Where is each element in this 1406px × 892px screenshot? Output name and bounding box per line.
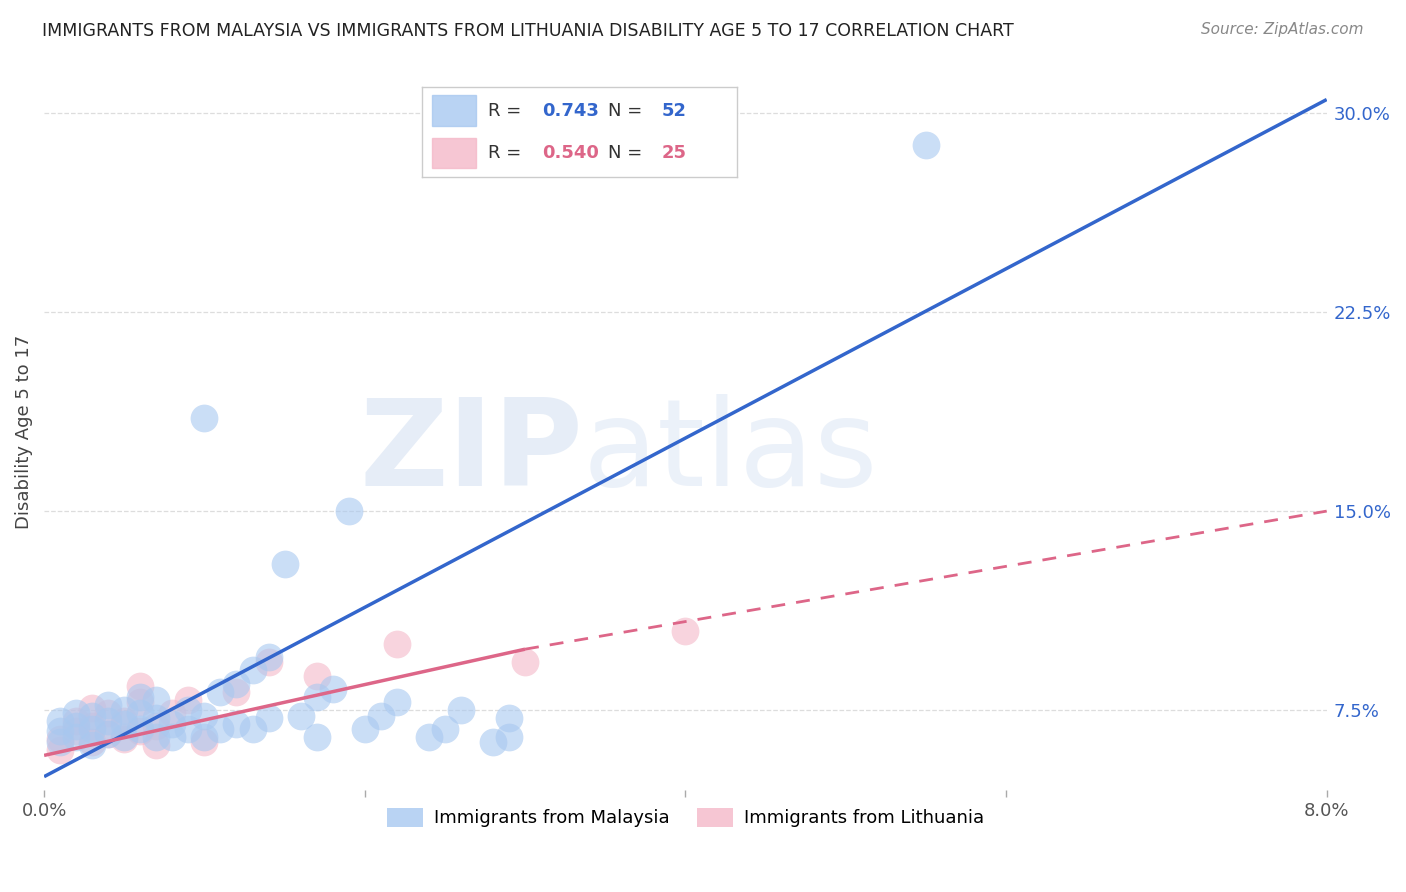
Text: IMMIGRANTS FROM MALAYSIA VS IMMIGRANTS FROM LITHUANIA DISABILITY AGE 5 TO 17 COR: IMMIGRANTS FROM MALAYSIA VS IMMIGRANTS F… xyxy=(42,22,1014,40)
Point xyxy=(97,698,120,712)
Point xyxy=(322,681,344,696)
Point xyxy=(225,676,247,690)
Point xyxy=(433,722,456,736)
Point xyxy=(112,716,135,731)
Point xyxy=(82,722,104,736)
Point xyxy=(193,730,215,744)
Point xyxy=(193,708,215,723)
Point xyxy=(112,703,135,717)
Point xyxy=(162,730,184,744)
Point xyxy=(257,650,280,665)
Y-axis label: Disability Age 5 to 17: Disability Age 5 to 17 xyxy=(15,334,32,529)
Point xyxy=(82,700,104,714)
Point xyxy=(370,708,392,723)
Point xyxy=(129,679,152,693)
Point xyxy=(257,656,280,670)
Point xyxy=(129,695,152,709)
Point xyxy=(193,735,215,749)
Point xyxy=(177,703,200,717)
Point xyxy=(129,724,152,739)
Point xyxy=(498,711,520,725)
Point xyxy=(673,624,696,638)
Point xyxy=(65,730,87,744)
Point xyxy=(112,714,135,728)
Point xyxy=(242,722,264,736)
Point xyxy=(450,703,472,717)
Point xyxy=(129,722,152,736)
Point xyxy=(65,706,87,720)
Point xyxy=(177,722,200,736)
Point xyxy=(82,738,104,752)
Text: Source: ZipAtlas.com: Source: ZipAtlas.com xyxy=(1201,22,1364,37)
Point xyxy=(49,743,72,757)
Point xyxy=(498,730,520,744)
Point xyxy=(162,716,184,731)
Point xyxy=(49,735,72,749)
Point xyxy=(97,714,120,728)
Point xyxy=(49,724,72,739)
Point xyxy=(97,706,120,720)
Point xyxy=(177,692,200,706)
Point xyxy=(273,558,295,572)
Point xyxy=(145,719,167,733)
Point xyxy=(418,730,440,744)
Point xyxy=(225,716,247,731)
Point xyxy=(915,137,938,152)
Point xyxy=(129,706,152,720)
Point xyxy=(49,732,72,747)
Point xyxy=(49,714,72,728)
Point xyxy=(193,411,215,425)
Point xyxy=(385,695,408,709)
Point xyxy=(145,738,167,752)
Point xyxy=(257,711,280,725)
Point xyxy=(305,669,328,683)
Legend: Immigrants from Malaysia, Immigrants from Lithuania: Immigrants from Malaysia, Immigrants fro… xyxy=(380,801,991,835)
Point xyxy=(337,504,360,518)
Point xyxy=(145,692,167,706)
Point xyxy=(82,708,104,723)
Point xyxy=(209,722,232,736)
Point xyxy=(385,637,408,651)
Point xyxy=(129,690,152,704)
Point xyxy=(305,690,328,704)
Point xyxy=(112,730,135,744)
Text: ZIP: ZIP xyxy=(359,394,583,511)
Point xyxy=(513,656,536,670)
Point xyxy=(353,722,375,736)
Point xyxy=(242,664,264,678)
Point xyxy=(225,684,247,698)
Point xyxy=(209,684,232,698)
Point xyxy=(290,708,312,723)
Point xyxy=(112,732,135,747)
Point xyxy=(65,719,87,733)
Point xyxy=(145,730,167,744)
Point xyxy=(97,727,120,741)
Point xyxy=(305,730,328,744)
Point xyxy=(145,711,167,725)
Point xyxy=(65,724,87,739)
Text: atlas: atlas xyxy=(583,394,879,511)
Point xyxy=(482,735,505,749)
Point xyxy=(162,706,184,720)
Point xyxy=(97,727,120,741)
Point xyxy=(65,714,87,728)
Point xyxy=(82,735,104,749)
Point xyxy=(82,719,104,733)
